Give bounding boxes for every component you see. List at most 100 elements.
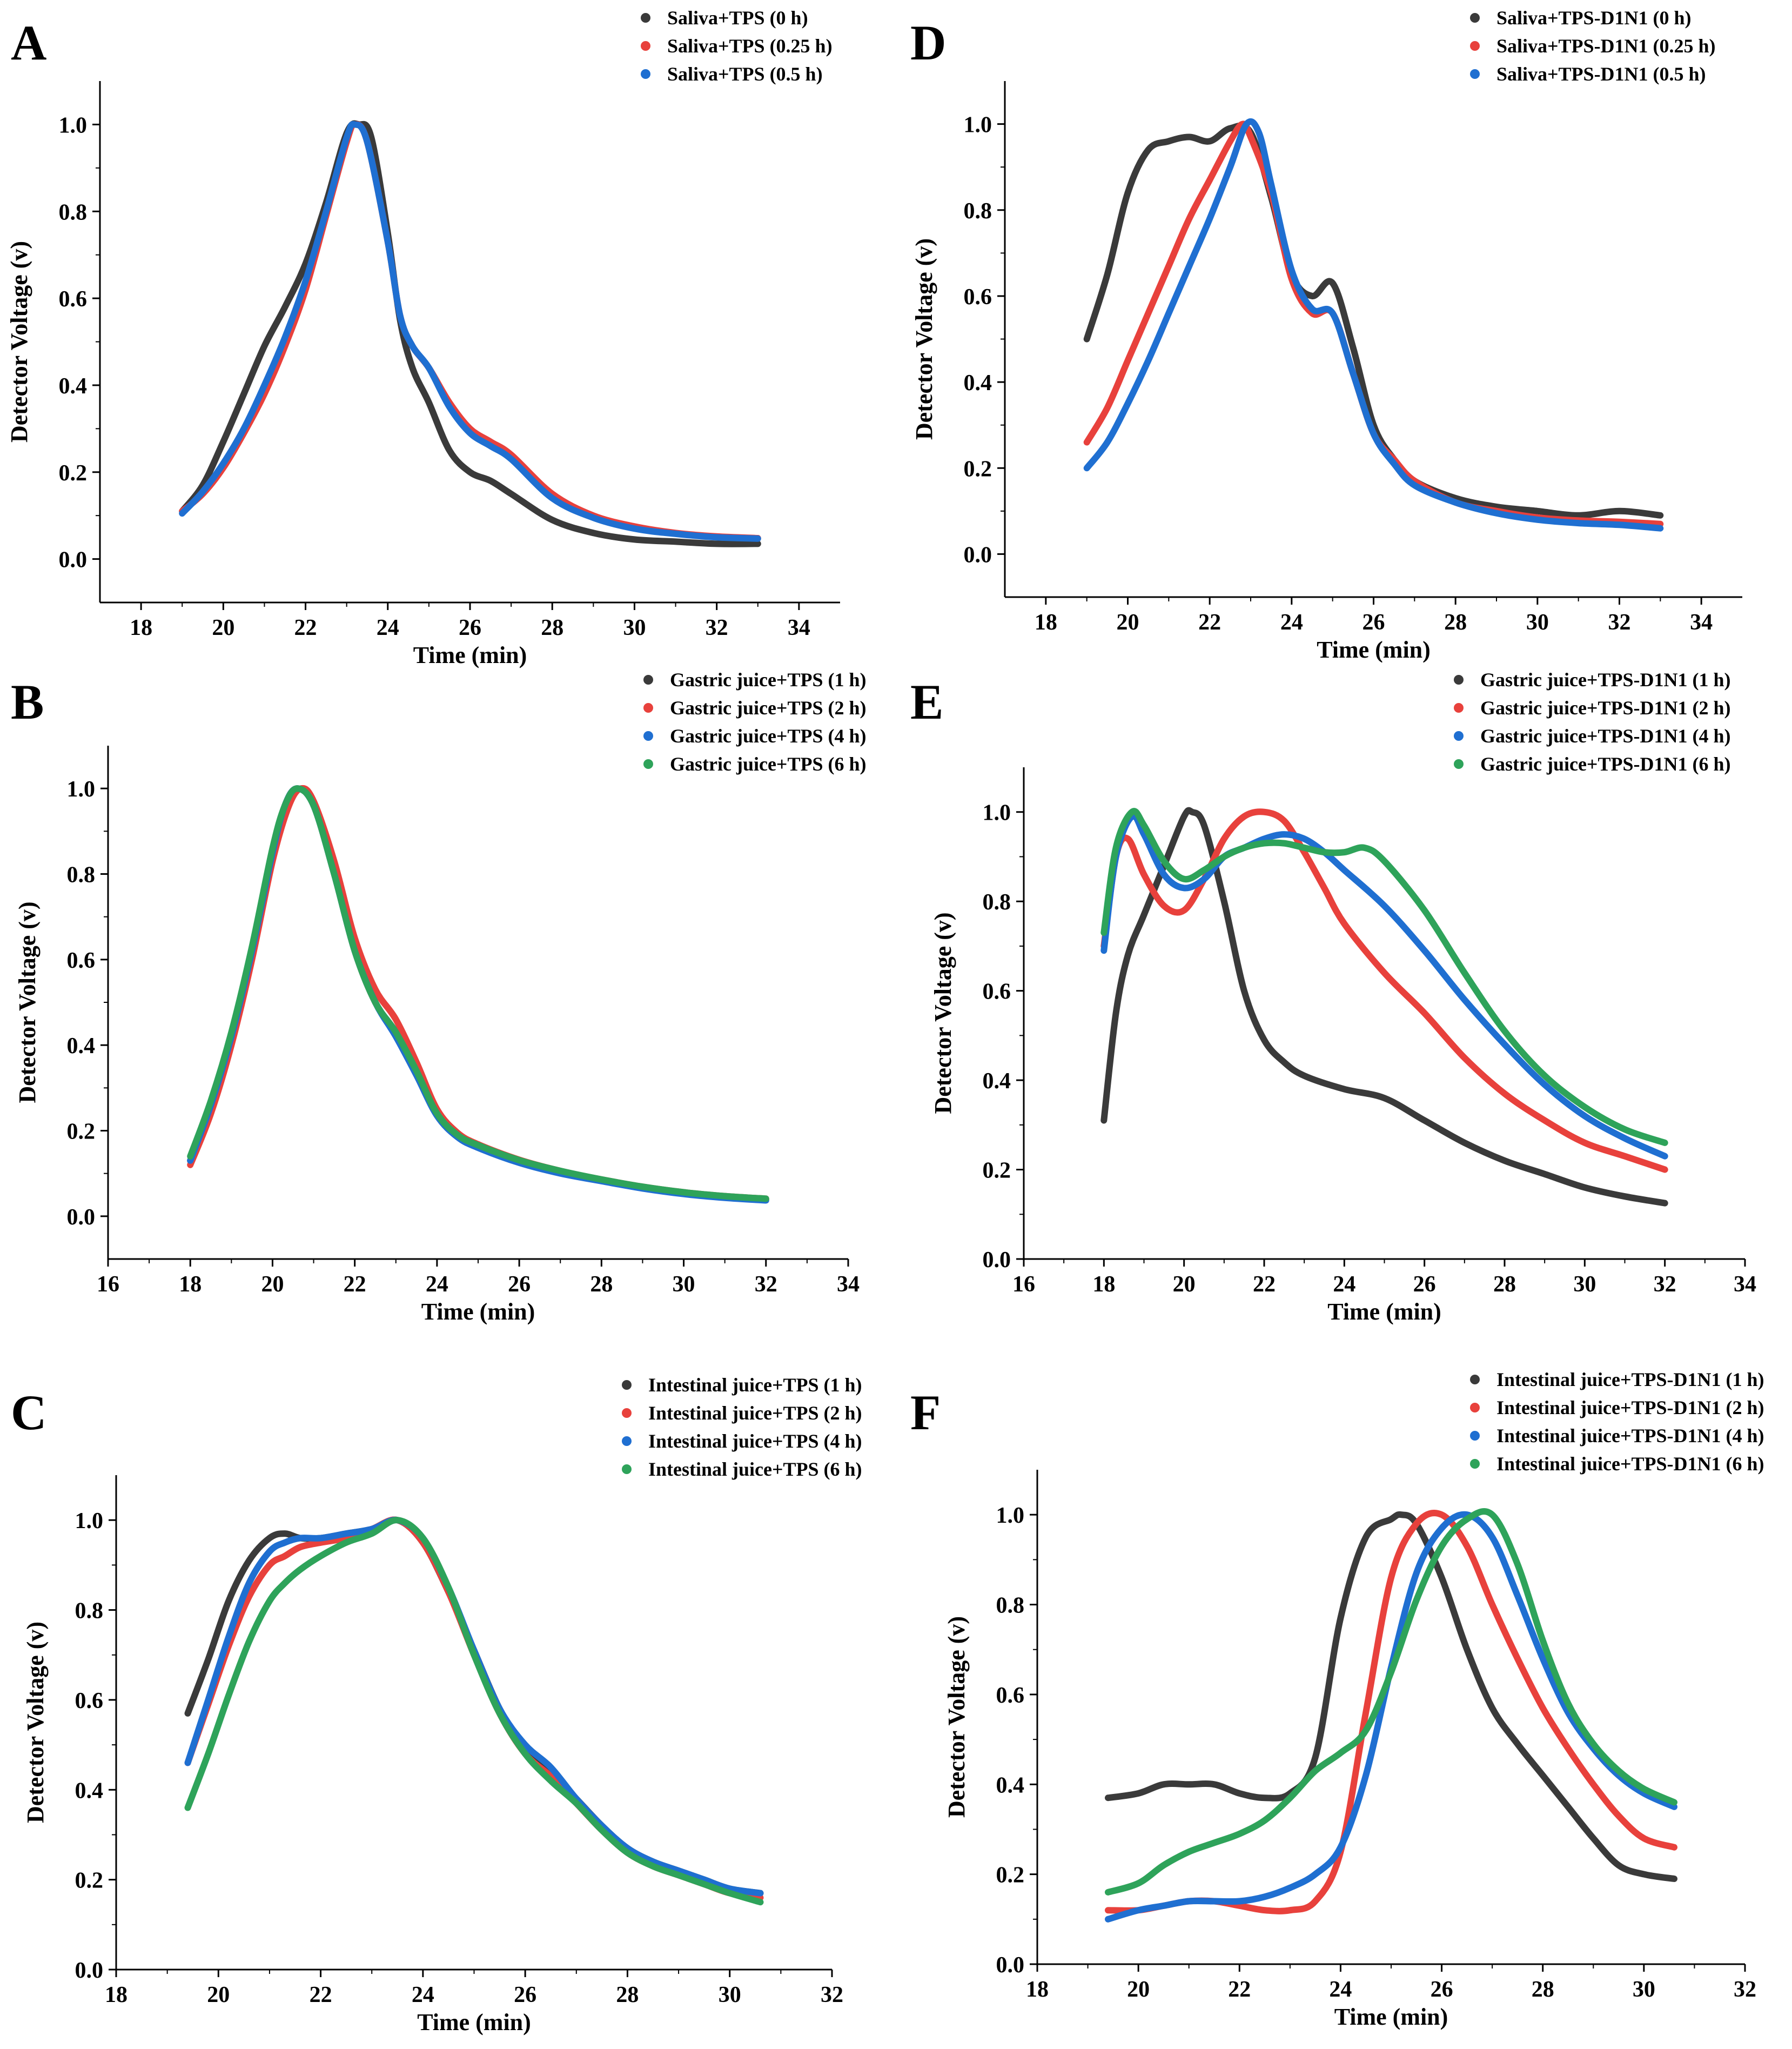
panel-letter: C xyxy=(11,1385,46,1440)
y-tick-label: 0.0 xyxy=(996,1953,1025,1978)
x-tick-label: 30 xyxy=(1573,1272,1596,1297)
chart-panel-b: B 16 18 20 22 24 26 28 30 32 34 0.0 0.2 0.4 0.6 0.8 1.0 T… xyxy=(11,669,866,1325)
y-tick-label: 0.6 xyxy=(75,1689,104,1713)
legend: Intestinal juice+TPS-D1N1 (1 h) Intestina… xyxy=(1470,1369,1764,1475)
y-tick-label: 0.2 xyxy=(996,1863,1025,1888)
legend-marker xyxy=(643,759,653,769)
x-tick-label: 22 xyxy=(310,1983,332,2007)
x-tick-label: 22 xyxy=(344,1272,366,1297)
x-tick-label: 34 xyxy=(1690,610,1713,635)
legend-label: Intestinal juice+TPS (2 h) xyxy=(648,1402,862,1424)
y-tick-label: 0.2 xyxy=(964,457,992,481)
y-tick-label: 1.0 xyxy=(59,113,88,138)
x-tick-label: 20 xyxy=(1173,1272,1196,1297)
x-tick-label: 34 xyxy=(788,615,810,640)
x-tick-label: 22 xyxy=(1228,1977,1251,2002)
y-tick-label: 0.2 xyxy=(983,1159,1011,1183)
legend-marker xyxy=(643,731,653,741)
legend-label: Saliva+TPS-D1N1 (0 h) xyxy=(1496,7,1692,29)
x-tick-label: 28 xyxy=(1444,610,1467,635)
x-tick-label: 30 xyxy=(719,1983,741,2007)
legend-label: Gastric juice+TPS (1 h) xyxy=(670,669,866,691)
y-tick-label: 0.0 xyxy=(67,1205,96,1230)
legend: Saliva+TPS (0 h) Saliva+TPS (0.25 h) Saliv… xyxy=(641,7,833,85)
legend-label: Saliva+TPS (0.5 h) xyxy=(667,63,823,85)
legend-label: Intestinal juice+TPS (6 h) xyxy=(648,1458,862,1480)
x-tick-label: 20 xyxy=(212,615,234,640)
legend-label: Gastric juice+TPS (6 h) xyxy=(670,753,866,775)
legend-marker xyxy=(641,41,650,51)
x-tick-label: 30 xyxy=(673,1272,695,1297)
y-tick-label: 1.0 xyxy=(75,1509,104,1534)
x-tick-label: 18 xyxy=(105,1983,127,2007)
series-line-2 xyxy=(1083,120,1664,527)
legend-marker xyxy=(643,675,653,685)
y-tick-label: 0.0 xyxy=(983,1248,1011,1273)
y-tick-label: 0.4 xyxy=(983,1069,1011,1094)
y-tick-label: 1.0 xyxy=(983,801,1011,826)
x-tick-label: 18 xyxy=(179,1272,202,1297)
x-tick-label: 18 xyxy=(1035,610,1057,635)
y-tick-label: 0.8 xyxy=(964,199,992,224)
legend-label: Gastric juice+TPS-D1N1 (1 h) xyxy=(1480,669,1730,691)
legend-marker xyxy=(1470,1431,1480,1441)
legend-marker xyxy=(1470,13,1480,23)
series-line-2 xyxy=(1100,808,1668,1173)
legend-marker xyxy=(1454,759,1464,769)
legend-marker xyxy=(622,1436,632,1446)
y-tick-label: 0.0 xyxy=(75,1958,104,1983)
x-tick-label: 26 xyxy=(514,1983,536,2007)
chart-panel-d: D 18 20 22 24 26 28 30 32 34 0.0 0.2 0.4 0.6 0.8 1.0 Tim… xyxy=(910,7,1742,663)
x-axis-title: Time (min) xyxy=(1317,637,1431,663)
series-line-3 xyxy=(1105,1511,1677,1923)
x-tick-label: 34 xyxy=(1734,1272,1756,1297)
y-tick-label: 1.0 xyxy=(996,1503,1025,1528)
x-tick-label: 26 xyxy=(459,615,481,640)
series-line-3 xyxy=(1083,118,1664,532)
legend-label: Intestinal juice+TPS-D1N1 (4 h) xyxy=(1496,1425,1764,1447)
legend: Gastric juice+TPS-D1N1 (1 h) Gastric juic… xyxy=(1454,669,1730,775)
legend-marker xyxy=(1470,1459,1480,1469)
x-tick-label: 20 xyxy=(207,1983,230,2007)
x-tick-label: 18 xyxy=(130,615,152,640)
x-tick-label: 20 xyxy=(261,1272,284,1297)
legend-marker xyxy=(622,1380,632,1390)
x-tick-label: 18 xyxy=(1026,1977,1049,2002)
series-line-4 xyxy=(187,785,769,1202)
series-line-3 xyxy=(179,120,761,542)
y-tick-label: 0.6 xyxy=(67,948,96,973)
legend-label: Saliva+TPS-D1N1 (0.5 h) xyxy=(1496,63,1706,85)
legend-marker xyxy=(1454,675,1464,685)
x-tick-label: 22 xyxy=(1198,610,1221,635)
x-tick-label: 28 xyxy=(1532,1977,1554,2002)
x-tick-label: 22 xyxy=(294,615,317,640)
x-tick-label: 24 xyxy=(1280,610,1303,635)
legend-label: Saliva+TPS (0.25 h) xyxy=(667,35,833,57)
x-tick-label: 26 xyxy=(1363,610,1385,635)
x-tick-label: 26 xyxy=(1431,1977,1453,2002)
chart-panel-c: C 18 20 22 24 26 28 30 32 0.0 0.2 0.4 0.6 0.8 1.0 Time … xyxy=(11,1374,862,2035)
x-tick-label: 32 xyxy=(821,1983,843,2007)
series-line-4 xyxy=(184,1517,764,1906)
series-line-1 xyxy=(1100,807,1668,1207)
legend-label: Gastric juice+TPS-D1N1 (6 h) xyxy=(1480,753,1730,775)
series-line-1 xyxy=(1083,122,1664,519)
legend-label: Intestinal juice+TPS (4 h) xyxy=(648,1430,862,1452)
legend-label: Intestinal juice+TPS (1 h) xyxy=(648,1374,862,1396)
y-tick-label: 0.4 xyxy=(75,1778,104,1803)
legend-marker xyxy=(1454,703,1464,713)
y-tick-label: 0.6 xyxy=(59,287,88,312)
panel-letter: F xyxy=(910,1385,941,1440)
legend: Gastric juice+TPS (1 h) Gastric juice+TPS… xyxy=(643,669,866,775)
panel-letter: B xyxy=(11,674,44,729)
x-tick-label: 24 xyxy=(412,1983,434,2007)
legend-label: Gastric juice+TPS-D1N1 (4 h) xyxy=(1480,725,1730,747)
legend: Saliva+TPS-D1N1 (0 h) Saliva+TPS-D1N1 (0.… xyxy=(1470,7,1716,85)
x-tick-label: 20 xyxy=(1117,610,1139,635)
y-tick-label: 0.8 xyxy=(59,200,88,225)
y-axis-title: Detector Voltage (v) xyxy=(6,241,32,443)
series-line-1 xyxy=(184,1516,764,1897)
series-line-4 xyxy=(1105,1508,1677,1896)
y-tick-label: 0.4 xyxy=(59,374,88,399)
